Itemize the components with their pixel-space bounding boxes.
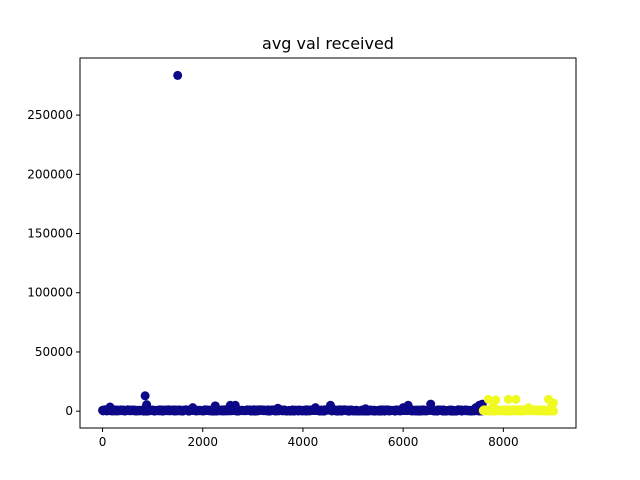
data-point-series-0: [326, 400, 336, 410]
data-point-series-0: [273, 403, 283, 413]
y-tick-label: 150000: [27, 227, 73, 241]
data-point-series-0: [173, 70, 183, 80]
data-point-series-0: [113, 405, 123, 415]
data-point-series-1: [523, 403, 533, 413]
data-point-series-0: [426, 399, 436, 409]
data-point-series-0: [105, 402, 115, 412]
y-tick-label: 50000: [35, 345, 73, 359]
data-point-series-0: [403, 400, 413, 410]
y-tick-label: 0: [65, 404, 73, 418]
x-tick-label: 0: [99, 435, 107, 449]
x-tick-label: 6000: [388, 435, 419, 449]
data-point-series-1: [546, 403, 556, 413]
ticks-layer: 0 2000 4000 6000 8000 0 50000 100000 150000 20000…: [27, 108, 518, 449]
data-point-series-0: [361, 404, 371, 414]
x-tick-label: 4000: [288, 435, 319, 449]
y-tick-label: 200000: [27, 167, 73, 181]
data-point-series-1: [488, 401, 498, 411]
x-tick-label: 2000: [187, 435, 218, 449]
data-point-series-0: [140, 391, 150, 401]
data-point-series-0: [210, 401, 220, 411]
x-tick-label: 8000: [488, 435, 519, 449]
y-tick-label: 250000: [27, 108, 73, 122]
data-point-series-1: [511, 394, 521, 404]
data-point-series-1: [503, 394, 513, 404]
points-layer: [98, 70, 558, 416]
data-point-series-1: [483, 394, 493, 404]
data-point-series-0: [142, 400, 152, 410]
y-tick-label: 100000: [27, 286, 73, 300]
axes-frame: [79, 57, 577, 429]
chart-title: avg val received: [262, 34, 394, 53]
data-point-series-0: [98, 406, 108, 416]
data-point-series-0: [188, 403, 198, 413]
data-point-series-0: [230, 400, 240, 410]
data-point-series-0: [310, 403, 320, 413]
